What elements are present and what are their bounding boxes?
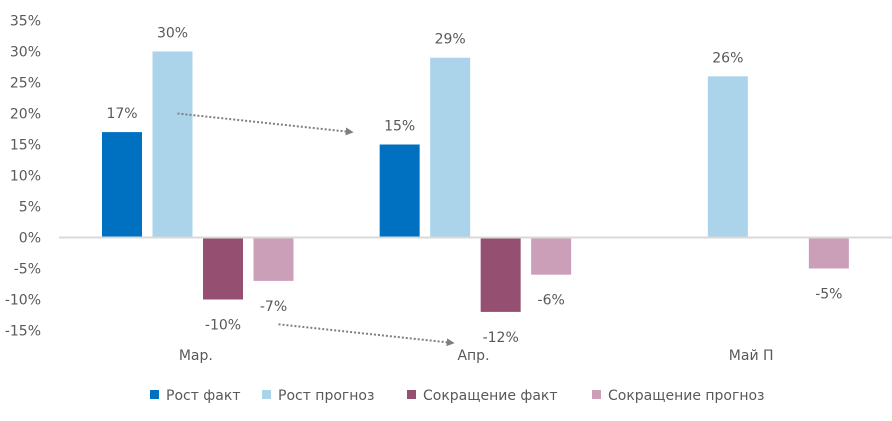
data-label: -10% [205,318,241,334]
legend-label: Рост прогноз [278,388,374,404]
legend-swatch [262,390,271,399]
dotted-arrow [177,112,354,136]
bar [152,51,193,238]
legend-item: Сокращение прогноз [592,388,765,404]
x-tick-label: Апр. [457,348,489,364]
x-tick-label: Мар. [179,348,213,364]
legend-item: Рост факт [150,388,240,404]
bar [531,237,572,275]
legend-item: Рост прогноз [262,388,374,404]
data-label: 30% [157,26,188,42]
legend-label: Сокращение факт [423,388,558,404]
bar [203,237,243,300]
data-label: 26% [712,50,743,66]
y-tick-label: 15% [10,138,41,154]
y-tick-label: 5% [19,200,41,216]
data-label: -5% [815,287,842,303]
y-tick-label: 25% [10,76,41,92]
y-tick-label: 20% [10,107,41,123]
data-label: -6% [538,293,565,309]
bar [430,57,471,238]
y-tick-label: -15% [5,324,41,340]
data-label: -12% [483,330,519,346]
legend-label: Сокращение прогноз [608,388,765,404]
legend-swatch [150,390,159,399]
y-tick-label: -5% [14,262,41,278]
dotted-arrow [278,323,455,347]
bar [102,132,142,238]
data-label: 29% [435,32,466,48]
legend-swatch [407,390,416,399]
bar [379,144,420,238]
bar [253,237,294,281]
y-tick-label: 30% [10,45,41,61]
data-label: 17% [106,106,137,122]
bar [808,237,849,269]
data-label: -7% [260,299,287,315]
legend-item: Сокращение факт [407,388,558,404]
x-tick-label: Май П [729,348,774,364]
legend-swatch [592,390,601,399]
bar [480,237,521,312]
data-label: 15% [384,119,415,135]
legend-label: Рост факт [166,388,240,404]
bar [707,76,748,238]
y-tick-label: 35% [10,14,41,30]
y-tick-label: -10% [5,293,41,309]
y-tick-label: 10% [10,169,41,185]
y-tick-label: 0% [19,231,41,247]
